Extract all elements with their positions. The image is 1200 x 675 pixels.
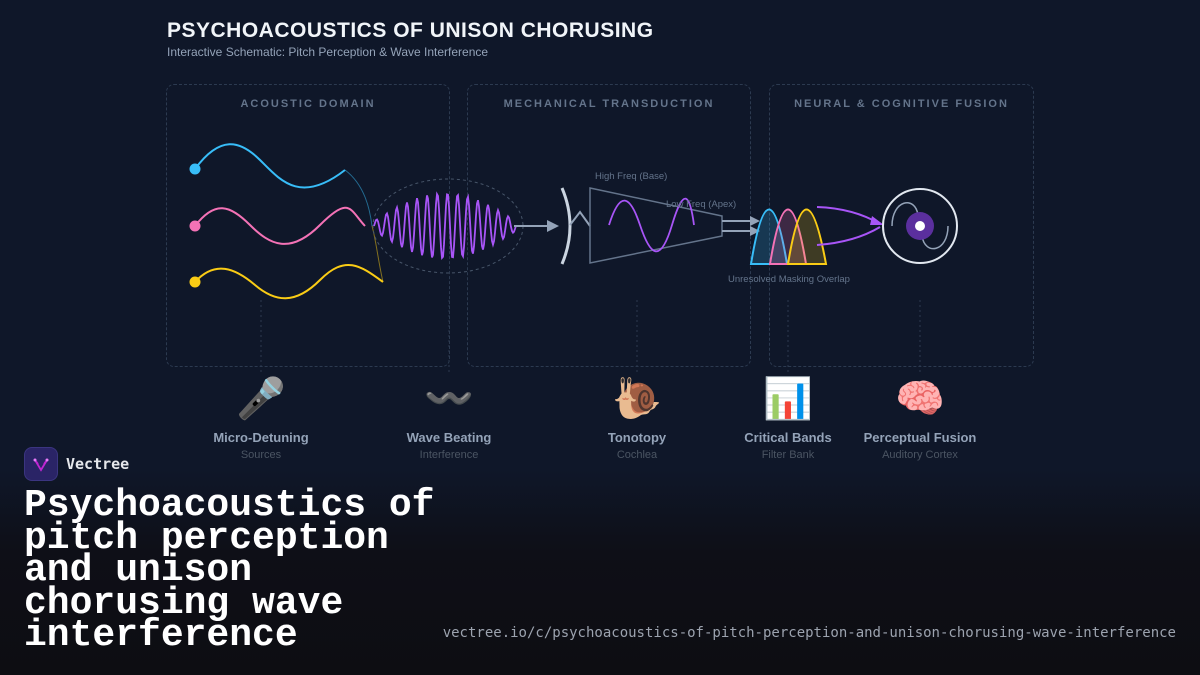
low-freq-label: Low Freq (Apex): [666, 199, 736, 210]
beating-wave: [373, 191, 517, 261]
stage-name: Tonotopy: [607, 430, 667, 445]
schematic-diagram: High Freq (Base) Low Freq (Apex) Unresol…: [189, 143, 958, 372]
wavy-dash-icon: 〰️: [424, 377, 474, 421]
footer-url[interactable]: vectree.io/c/psychoacoustics-of-pitch-pe…: [442, 625, 1176, 641]
bar-chart-icon: 📊: [763, 377, 813, 421]
panel-label: ACOUSTIC DOMAIN: [240, 98, 376, 110]
brand-name: Vectree: [66, 455, 130, 473]
panel-neural-fusion: NEURAL & COGNITIVE FUSION: [769, 84, 1034, 367]
stage-wave-beating: 〰️ Wave Beating Interference: [369, 372, 529, 461]
stage-sub: Interference: [419, 449, 479, 461]
stage-sub: Cochlea: [616, 449, 658, 461]
eardrum: [560, 187, 572, 265]
stage-sub: Filter Bank: [761, 449, 815, 461]
brand: Vectree: [24, 447, 129, 481]
page-subtitle: Interactive Schematic: Pitch Perception …: [167, 45, 489, 59]
stage-sub: Sources: [240, 449, 282, 461]
wave-blue: [194, 143, 346, 189]
cortex-circle: [882, 188, 958, 264]
microphone-icon: 🎤: [236, 377, 286, 421]
stage-name: Perceptual Fusion: [863, 430, 977, 445]
stage-critical-bands: 📊 Critical Bands Filter Bank: [708, 372, 868, 461]
vectree-logo-icon: [24, 447, 58, 481]
stage-tonotopy: 🐌 Tonotopy Cochlea: [557, 372, 717, 461]
stage-micro-detuning: 🎤 Micro-Detuning Sources: [181, 372, 341, 461]
critical-band-3: [786, 208, 828, 265]
wave-yellow: [194, 264, 384, 300]
wave-pink: [194, 206, 366, 245]
footer-title: Psychoacoustics of pitch perception and …: [24, 484, 435, 657]
stage-name: Micro-Detuning: [213, 430, 309, 445]
stage-name: Wave Beating: [406, 430, 492, 445]
page-title: PSYCHOACOUSTICS OF UNISON CHORUSING: [167, 19, 654, 42]
panel-label: MECHANICAL TRANSDUCTION: [503, 98, 715, 110]
stage-perceptual-fusion: 🧠 Perceptual Fusion Auditory Cortex: [840, 372, 1000, 461]
brain-icon: 🧠: [895, 377, 945, 421]
masking-label: Unresolved Masking Overlap: [728, 274, 850, 285]
stage-name: Critical Bands: [744, 430, 832, 445]
stage-sub: Auditory Cortex: [882, 449, 958, 461]
high-freq-label: High Freq (Base): [595, 171, 667, 182]
arrow-icon: [547, 220, 559, 232]
panel-label: NEURAL & COGNITIVE FUSION: [794, 98, 1009, 110]
snail-icon: 🐌: [612, 377, 662, 421]
